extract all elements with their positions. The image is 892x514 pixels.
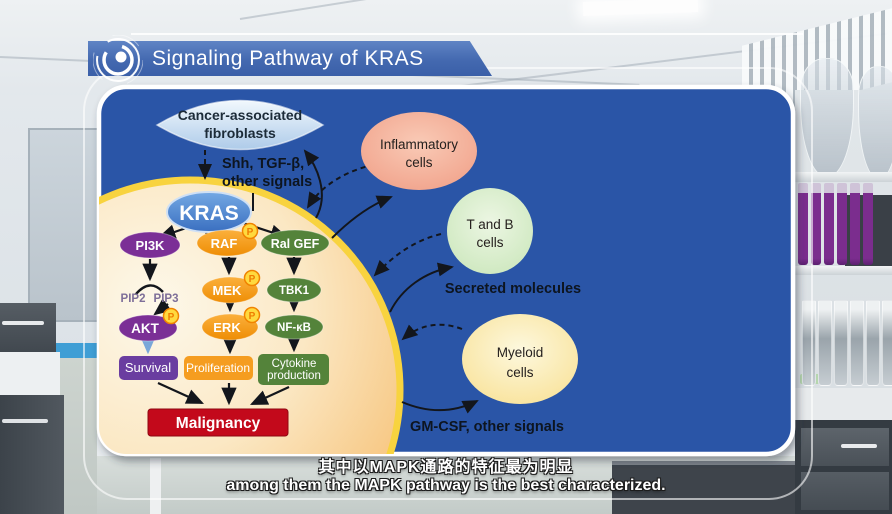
svg-text:production: production [267,370,321,382]
svg-text:cells: cells [405,155,432,170]
phospho-badge-raf: P [241,222,259,240]
box-proliferation: Proliferation [184,356,253,380]
box-malignancy: Malignancy [147,408,289,437]
label-shh-line2: other signals [222,174,312,190]
svg-text:cells: cells [506,365,533,380]
svg-text:MEK: MEK [213,283,243,298]
arrow-cell-to-myeloid [401,400,479,414]
box-survival: Survival [119,356,178,380]
glass-test-tubes [802,300,892,386]
svg-text:Inflammatory: Inflammatory [380,137,458,152]
svg-text:Myeloid: Myeloid [497,345,544,360]
node-tbk1: TBK1 [266,277,322,303]
left-cabinet-lower [0,395,64,514]
node-erk: ERK [201,313,259,341]
svg-text:RAF: RAF [211,236,238,251]
cell-fibroblasts: Cancer-associated fibroblasts [155,99,325,151]
svg-text:T and B: T and B [466,217,513,232]
left-counter [0,352,60,397]
svg-text:P: P [247,227,254,238]
svg-text:ERK: ERK [213,320,241,335]
title-banner: Signaling Pathway of KRAS [88,41,492,76]
svg-text:P: P [249,311,256,322]
purple-test-tubes [798,183,892,267]
decorative-line [131,33,803,35]
svg-text:Survival: Survival [125,360,171,375]
node-mek: MEK [201,276,259,304]
cell-myeloid: Myeloid cells [462,314,578,404]
svg-text:fibroblasts: fibroblasts [204,125,276,141]
box-cytokine: Cytokine production [258,354,329,385]
cell-inflammatory: Inflammatory cells [361,112,477,190]
arrow-cell-to-tb [389,262,454,313]
page-title: Signaling Pathway of KRAS [152,46,424,70]
aperture-icon [93,35,143,85]
svg-text:P: P [168,312,175,323]
node-kras: KRAS [166,191,252,233]
svg-text:Cancer-associated: Cancer-associated [178,107,303,123]
signal-arrows [198,149,479,414]
phospho-badge-erk: P [243,306,261,324]
node-nfkb: NF-κB [264,314,324,340]
subtitle-chinese: 其中以MAPK通路的特征最为明显 [318,459,574,476]
arrow-myeloid-to-cell [401,323,463,341]
cell-t-and-b: T and B cells [447,188,533,274]
svg-text:cells: cells [476,235,503,250]
svg-text:AKT: AKT [131,321,159,336]
phospho-badge-mek: P [243,269,261,287]
phospho-badges: P P P P [162,222,261,325]
svg-text:NF-κB: NF-κB [277,322,311,334]
svg-text:Ral GEF: Ral GEF [271,237,320,251]
svg-text:PI3K: PI3K [136,238,166,253]
svg-text:Cytokine: Cytokine [272,358,317,370]
svg-text:TBK1: TBK1 [279,285,310,297]
bench-leg [150,458,161,514]
label-shh-line1: Shh, TGF-β, [222,156,304,172]
label-gmcsf: GM-CSF, other signals [410,419,564,435]
subtitle-english: among them the MAPK pathway is the best … [226,477,666,494]
kras-label: KRAS [179,202,239,225]
arrow-tb-to-cell [373,233,442,277]
node-ralgef: Ral GEF [260,229,330,257]
svg-text:Proliferation: Proliferation [186,361,250,375]
lab-door [28,128,100,322]
label-pip2: PIP2 [121,293,146,305]
svg-text:Malignancy: Malignancy [176,415,261,432]
shelf-board [795,172,892,182]
label-secreted-molecules: Secreted molecules [445,281,581,297]
node-raf: RAF [196,229,258,257]
label-pip3: PIP3 [154,293,179,305]
svg-text:P: P [249,274,256,285]
left-cabinet-upper [0,303,56,355]
node-akt: AKT [118,314,178,342]
phospho-badge-akt: P [162,307,180,325]
glass-flask [800,58,854,178]
center-bench [612,461,795,514]
node-pi3k: PI3K [119,231,181,259]
shelf-board [795,266,892,275]
arrow-cell-to-fibroblasts [303,149,323,219]
arrow-cell-to-inflammatory [331,195,393,239]
